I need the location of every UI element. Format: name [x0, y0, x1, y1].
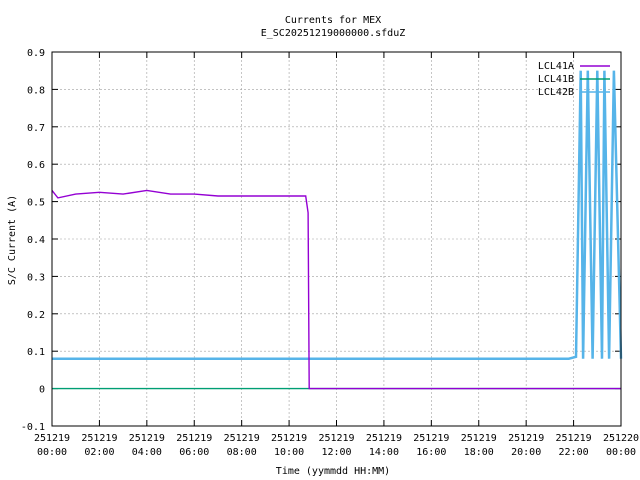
- axis-ticks: -0.1 0 0.1 0.2 0.3 0.4 0.5 0.6 0.7 0.8 0.9 251219 00…: [21, 48, 639, 458]
- x-tick-time: 04:00: [132, 447, 162, 458]
- x-tick-date: 251219: [461, 433, 497, 444]
- y-tick-label: 0: [39, 385, 45, 396]
- y-tick-label: 0.4: [27, 235, 45, 246]
- y-tick-label: 0.2: [27, 310, 45, 321]
- x-tick-time: 22:00: [559, 447, 589, 458]
- x-tick-date: 251219: [271, 433, 307, 444]
- series-line-lcl41a: [51, 189, 621, 390]
- y-tick-label: -0.1: [21, 422, 45, 433]
- x-tick-date: 251219: [129, 433, 165, 444]
- x-tick-date: 251219: [366, 433, 402, 444]
- x-axis-label: Time (yymmdd HH:MM): [276, 466, 390, 477]
- x-tick-date: 251219: [508, 433, 544, 444]
- chart-subtitle: E_SC20251219000000.sfduZ: [261, 28, 406, 39]
- x-tick-date: 251219: [34, 433, 70, 444]
- legend-label-lcl42b: LCL42B: [538, 87, 574, 98]
- y-tick-label: 0.6: [27, 160, 45, 171]
- x-tick-time: 02:00: [84, 447, 114, 458]
- legend-label-lcl41b: LCL41B: [538, 74, 574, 85]
- x-tick-time: 20:00: [511, 447, 541, 458]
- legend: LCL41A LCL41B LCL42B: [538, 61, 610, 98]
- x-tick-date: 251219: [176, 433, 212, 444]
- x-tick-date: 251219: [413, 433, 449, 444]
- x-tick-time: 12:00: [321, 447, 351, 458]
- y-tick-label: 0.7: [27, 123, 45, 134]
- chart-title: Currents for MEX: [285, 15, 381, 26]
- x-tick-time: 18:00: [464, 447, 494, 458]
- x-tick-time: 00:00: [606, 447, 636, 458]
- y-tick-label: 0.5: [27, 198, 45, 209]
- x-tick-date: 251220: [603, 433, 639, 444]
- legend-label-lcl41a: LCL41A: [538, 61, 574, 72]
- x-tick-date: 251219: [556, 433, 592, 444]
- x-tick-time: 08:00: [227, 447, 257, 458]
- series-line-lcl42b: [52, 70, 623, 360]
- x-tick-date: 251219: [81, 433, 117, 444]
- x-tick-time: 16:00: [416, 447, 446, 458]
- x-tick-time: 10:00: [274, 447, 304, 458]
- x-tick-time: 14:00: [369, 447, 399, 458]
- x-tick-time: 00:00: [37, 447, 67, 458]
- y-tick-label: 0.1: [27, 347, 45, 358]
- y-tick-label: 0.8: [27, 85, 45, 96]
- y-tick-label: 0.3: [27, 272, 45, 283]
- y-tick-label: 0.9: [27, 48, 45, 59]
- x-tick-date: 251219: [318, 433, 354, 444]
- y-axis-label: S/C Current (A): [7, 195, 18, 285]
- plot-frame: [51, 51, 622, 427]
- grid: [52, 52, 621, 426]
- x-tick-date: 251219: [224, 433, 260, 444]
- x-tick-time: 06:00: [179, 447, 209, 458]
- series-group: [51, 70, 623, 390]
